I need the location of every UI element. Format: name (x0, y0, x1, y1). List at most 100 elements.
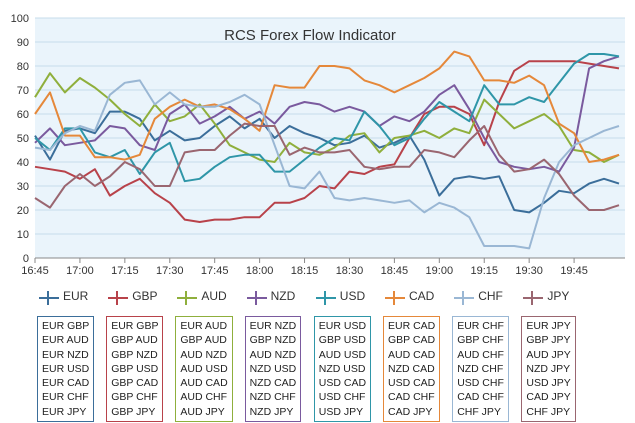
legend-header: NZD (245, 289, 325, 305)
series-line-chf (34, 79, 620, 250)
currency-pair: USD JPY (526, 377, 571, 390)
currency-pair: GBP NZD (111, 348, 158, 361)
currency-pair: EUR CHF (42, 391, 89, 404)
legend-marker (385, 291, 405, 305)
series-line-jpy (34, 122, 620, 211)
y-tick-label: 90 (17, 37, 29, 49)
x-tick-label: 19:30 (515, 265, 543, 277)
currency-pair: NZD CAD (249, 377, 297, 390)
currency-pair: USD CHF (457, 377, 504, 390)
x-tick-label: 17:45 (201, 265, 229, 277)
currency-pair: AUD CAD (388, 348, 436, 361)
currency-pair: GBP JPY (111, 405, 156, 418)
x-tick-label: 19:15 (470, 265, 498, 277)
legend-pairs-box: EUR CHF GBP CHF AUD CHF NZD CHF USD CHF CAD C… (452, 316, 509, 423)
legend-pairs-box: EUR NZD GBP NZD AUD NZD NZD USD NZD CAD NZD C… (244, 316, 302, 423)
currency-pair: NZD USD (249, 362, 297, 375)
legend-item-chf[interactable]: CHF EUR CHF GBP CHF AUD CHF NZD CHF USD CHF CA… (452, 289, 532, 423)
currency-pair: NZD CHF (249, 391, 296, 404)
legend-label: USD (339, 289, 366, 303)
legend-header: GBP (106, 289, 186, 305)
legend-label: GBP (132, 289, 158, 303)
legend-pairs-box: EUR CAD GBP CAD AUD CAD NZD CAD USD CAD CAD C… (383, 316, 441, 423)
y-tick-label: 10 (17, 229, 29, 241)
currency-pair: EUR GBP (111, 320, 159, 332)
legend-header: JPY (521, 289, 601, 305)
currency-pair: GBP NZD (249, 334, 297, 347)
legend-header: USD (314, 289, 394, 305)
series-line-aud (34, 72, 620, 163)
legend-marker (523, 291, 544, 305)
currency-pair: GBP USD (111, 362, 159, 375)
currency-pair: CAD CHF (388, 391, 435, 404)
currency-pair: AUD CHF (457, 348, 504, 361)
currency-pair: CHF JPY (457, 405, 501, 418)
line-chart: 0 10 20 30 40 50 60 70 80 90 100 16:45 17:00 17:15 17… (11, 13, 625, 277)
x-tick-label: 17:00 (66, 265, 94, 277)
legend-label: EUR (63, 289, 89, 303)
legend-item-aud[interactable]: AUD EUR AUD GBP AUD AUD NZD AUD USD AUD CAD AU… (175, 289, 255, 423)
currency-pair: AUD CHF (180, 391, 228, 404)
legend-item-nzd[interactable]: NZD EUR NZD GBP NZD AUD NZD NZD USD NZD CAD NZ… (244, 289, 325, 423)
currency-pair: CAD JPY (526, 391, 571, 404)
grid-lines (35, 17, 625, 259)
currency-pair: USD CAD (388, 377, 436, 390)
legend-header: CAD (383, 289, 463, 305)
legend-item-jpy[interactable]: JPY EUR JPY GBP JPY AUD JPY NZD JPY USD JPY CA… (521, 289, 601, 423)
y-tick-label: 50 (17, 133, 29, 145)
currency-pair: NZD CAD (388, 362, 435, 375)
legend-header: EUR (37, 289, 117, 305)
currency-pair: USD JPY (318, 405, 364, 418)
currency-pair: EUR AUD (42, 334, 89, 347)
y-tick-label: 100 (11, 13, 29, 25)
y-tick-label: 20 (17, 205, 29, 217)
series-line-cad (34, 50, 620, 163)
legend-item-cad[interactable]: CAD EUR CAD GBP CAD AUD CAD NZD CAD USD CAD CA… (383, 289, 463, 423)
legend-marker (39, 291, 59, 305)
currency-pair: AUD JPY (180, 405, 225, 418)
x-axis: 16:45 17:00 17:15 17:30 17:45 18:00 18:15 18:30… (21, 258, 588, 277)
x-tick-label: 19:00 (426, 265, 454, 277)
currency-pair: GBP CHF (457, 334, 504, 347)
currency-pair: GBP USD (318, 334, 366, 347)
x-tick-label: 16:45 (21, 265, 49, 277)
y-tick-label: 80 (17, 61, 29, 73)
currency-pair: GBP CAD (388, 334, 436, 347)
series-line-usd (34, 53, 620, 183)
x-tick-label: 17:15 (111, 265, 139, 277)
legend-item-eur[interactable]: EUR EUR GBP EUR AUD EUR NZD EUR USD EUR CAD EU… (37, 289, 117, 423)
legend-pairs-box: EUR USD GBP USD AUD USD NZD USD USD CAD USD C… (313, 316, 372, 423)
legend-marker (177, 291, 198, 305)
currency-pair: GBP AUD (111, 334, 158, 347)
currency-pair: EUR JPY (526, 320, 571, 332)
legend-pairs-box: EUR GBP EUR AUD EUR NZD EUR USD EUR CAD EUR C… (37, 316, 95, 423)
currency-pair: EUR CAD (42, 377, 90, 390)
y-axis: 0 10 20 30 40 50 60 70 80 90 100 (11, 13, 29, 265)
currency-pair: NZD JPY (249, 405, 294, 418)
legend-item-gbp[interactable]: GBP EUR GBP GBP AUD GBP NZD GBP USD GBP CAD GB… (106, 289, 186, 423)
legend-label: JPY (547, 289, 570, 303)
series-lines (34, 50, 620, 250)
y-tick-label: 40 (17, 157, 29, 169)
currency-pair: AUD JPY (526, 348, 571, 361)
currency-pair: GBP CAD (111, 377, 159, 390)
currency-pair: EUR GBP (42, 320, 90, 332)
currency-pair: AUD USD (318, 348, 367, 361)
x-tick-label: 17:30 (156, 265, 184, 277)
currency-pair: EUR NZD (249, 320, 297, 332)
x-tick-label: 18:45 (381, 265, 409, 277)
chart-title: RCS Forex Flow Indicator (224, 27, 396, 44)
series-line-nzd (34, 55, 620, 173)
currency-pair: EUR USD (42, 362, 90, 375)
currency-pair: AUD NZD (249, 348, 297, 361)
currency-pair: GBP CHF (111, 391, 158, 404)
legend-label: NZD (270, 289, 296, 303)
currency-pair: EUR CAD (388, 320, 436, 332)
currency-pair: EUR AUD (180, 320, 228, 332)
legend-header: CHF (452, 289, 532, 305)
currency-pair: NZD CHF (457, 362, 504, 375)
currency-pair: EUR NZD (42, 348, 89, 361)
legend-item-usd[interactable]: USD EUR USD GBP USD AUD USD NZD USD USD CAD US… (313, 289, 394, 423)
currency-pair: AUD USD (180, 362, 228, 375)
